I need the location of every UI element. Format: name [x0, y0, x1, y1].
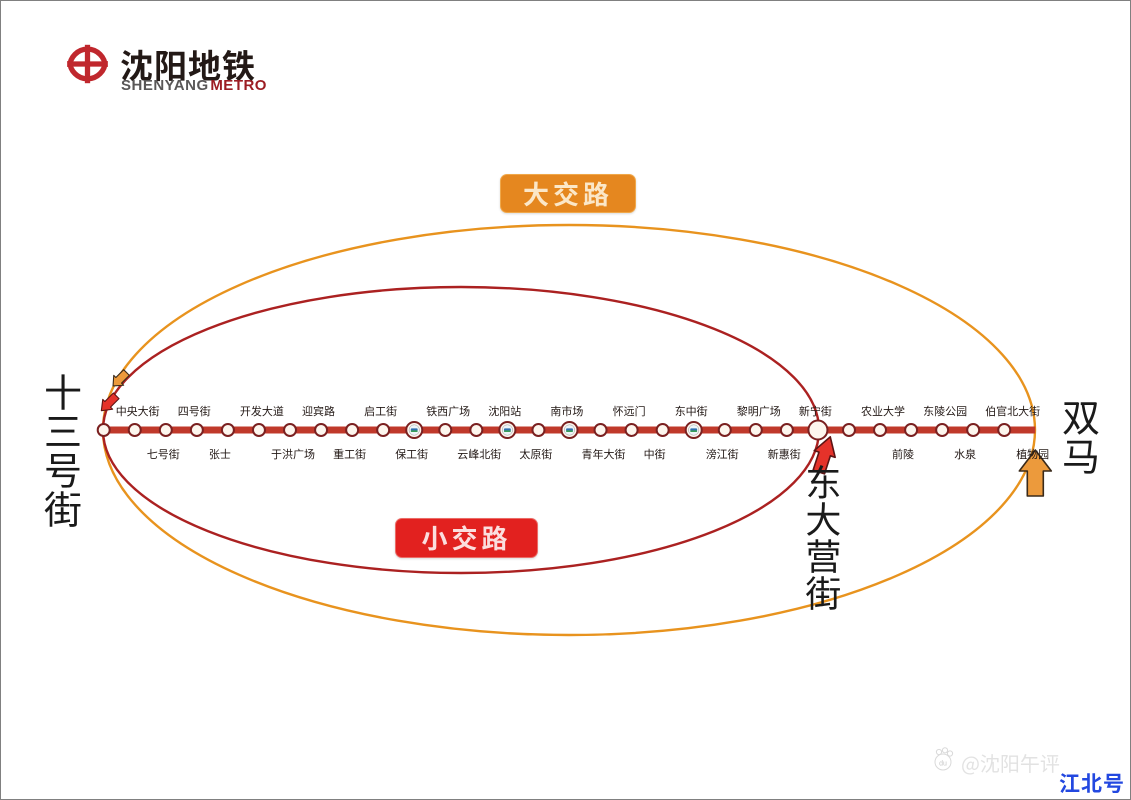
svg-text:du: du: [939, 761, 947, 768]
